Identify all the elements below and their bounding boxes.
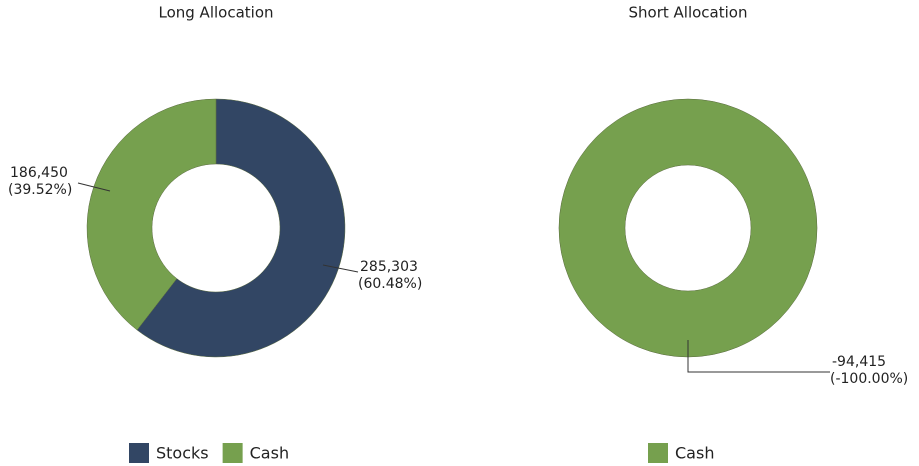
leader-line xyxy=(322,264,359,273)
legend-swatch xyxy=(129,443,149,463)
donut-slice xyxy=(136,98,346,358)
percent-label: (-100.00%) xyxy=(830,371,908,387)
value-label: -94,415 xyxy=(832,354,886,370)
chart-title: Long Allocation xyxy=(158,4,273,22)
leader-line xyxy=(77,182,111,192)
legend-label: Cash xyxy=(675,444,714,463)
leader-line xyxy=(687,340,830,373)
percent-label: (60.48%) xyxy=(358,276,422,292)
percent-label: (39.52%) xyxy=(8,182,72,198)
legend-swatch xyxy=(648,443,668,463)
donut-slice xyxy=(86,98,217,331)
value-label: 285,303 xyxy=(360,259,418,275)
value-label: 186,450 xyxy=(10,165,68,181)
chart-title: Short Allocation xyxy=(629,4,748,22)
legend-label: Cash xyxy=(250,444,289,463)
legend-label: Stocks xyxy=(156,444,209,463)
legend-swatch xyxy=(222,443,243,463)
donut-slice xyxy=(558,98,818,358)
